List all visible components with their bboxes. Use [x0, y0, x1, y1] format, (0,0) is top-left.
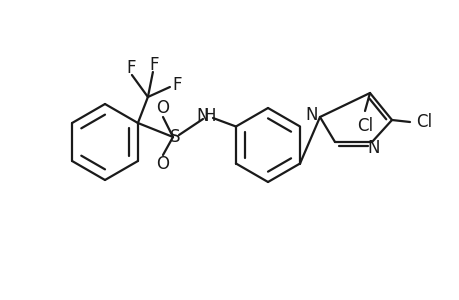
Text: H: H [203, 107, 216, 125]
Text: N: N [367, 139, 380, 157]
Text: F: F [126, 59, 135, 77]
Text: F: F [172, 76, 181, 94]
Text: Cl: Cl [415, 113, 431, 131]
Text: S: S [169, 128, 180, 146]
Text: Cl: Cl [356, 117, 372, 135]
Text: O: O [156, 99, 169, 117]
Text: O: O [156, 155, 169, 173]
Text: N: N [305, 106, 318, 124]
Text: F: F [149, 56, 158, 74]
Text: N: N [196, 107, 209, 125]
